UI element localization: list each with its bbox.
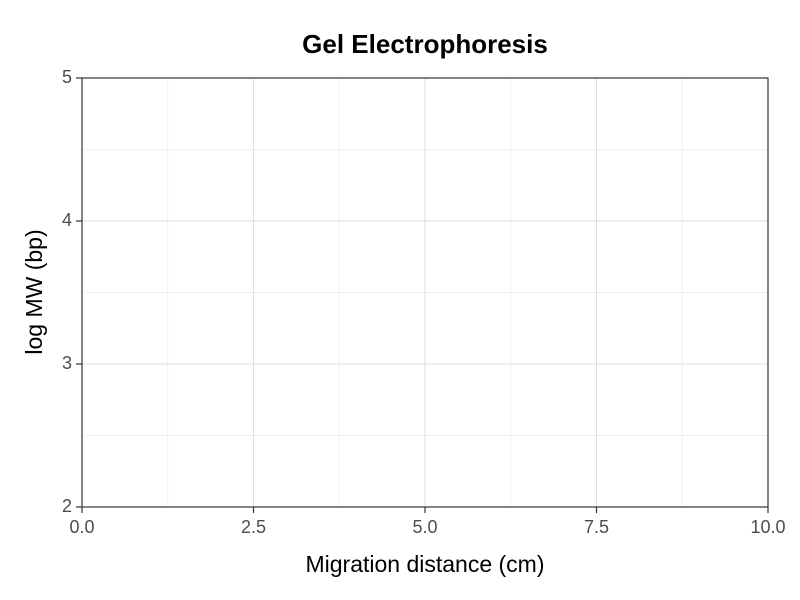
x-tick-label: 7.5 [584, 517, 609, 537]
chart-title: Gel Electrophoresis [302, 29, 548, 59]
x-tick-label: 10.0 [750, 517, 785, 537]
y-tick-label: 2 [62, 496, 72, 516]
y-tick-label: 3 [62, 353, 72, 373]
y-axis-title: log MW (bp) [21, 229, 47, 354]
x-tick-label: 5.0 [412, 517, 437, 537]
x-tick-label: 2.5 [241, 517, 266, 537]
panel-border [81, 77, 769, 508]
x-tick-label: 0.0 [69, 517, 94, 537]
y-tick-label: 5 [62, 67, 72, 87]
y-tick-label: 4 [62, 210, 72, 230]
x-axis-title: Migration distance (cm) [305, 551, 544, 577]
